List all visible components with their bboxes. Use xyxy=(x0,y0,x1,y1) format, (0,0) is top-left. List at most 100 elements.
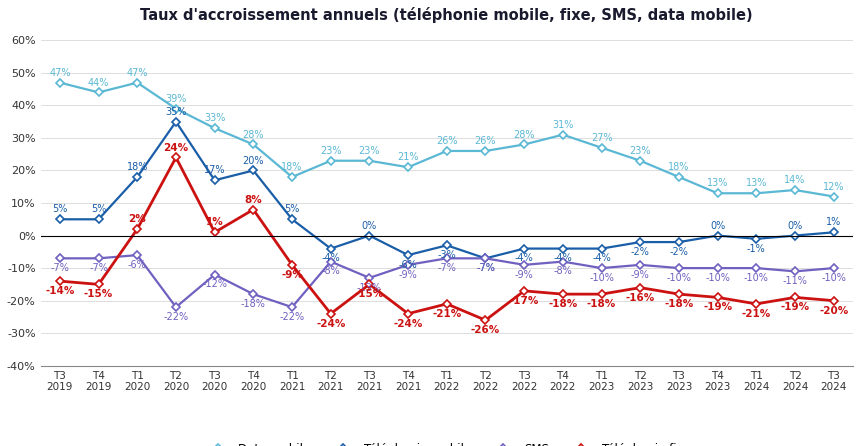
SMS xyxy=(519,262,530,268)
Line: SMS: SMS xyxy=(57,252,837,310)
Text: 47%: 47% xyxy=(49,68,71,78)
Téléphonie mobile xyxy=(481,256,491,261)
Téléphonie fixe xyxy=(558,291,568,297)
Text: 39%: 39% xyxy=(165,94,187,104)
SMS xyxy=(403,262,414,268)
Text: -17%: -17% xyxy=(509,296,539,306)
Text: -6%: -6% xyxy=(399,260,417,270)
Data mobile xyxy=(210,125,220,131)
SMS xyxy=(249,291,259,297)
Text: -4%: -4% xyxy=(554,253,572,264)
Text: 18%: 18% xyxy=(668,162,690,172)
Text: -24%: -24% xyxy=(316,318,346,329)
Text: -21%: -21% xyxy=(741,309,771,319)
SMS xyxy=(365,275,375,281)
Text: -14%: -14% xyxy=(46,286,75,296)
Text: 23%: 23% xyxy=(359,146,380,156)
SMS xyxy=(55,256,65,261)
SMS xyxy=(828,265,838,271)
Téléphonie fixe xyxy=(712,295,722,300)
Téléphonie mobile xyxy=(171,119,181,124)
Téléphonie fixe xyxy=(635,285,645,290)
Text: -24%: -24% xyxy=(393,318,423,329)
Text: 0%: 0% xyxy=(710,221,725,231)
Text: -10%: -10% xyxy=(821,273,846,283)
Text: -21%: -21% xyxy=(433,309,462,319)
Text: 44%: 44% xyxy=(88,78,109,87)
Line: Téléphonie fixe: Téléphonie fixe xyxy=(57,154,837,323)
Title: Taux d'accroissement annuels (téléphonie mobile, fixe, SMS, data mobile): Taux d'accroissement annuels (téléphonie… xyxy=(140,7,753,23)
Téléphonie mobile xyxy=(596,246,606,251)
Text: 13%: 13% xyxy=(746,178,767,188)
Téléphonie fixe xyxy=(519,288,530,293)
Text: 23%: 23% xyxy=(630,146,651,156)
SMS xyxy=(287,305,298,310)
Téléphonie mobile xyxy=(558,246,568,251)
SMS xyxy=(596,265,606,271)
Text: 2%: 2% xyxy=(128,214,146,224)
Line: Téléphonie mobile: Téléphonie mobile xyxy=(57,119,837,261)
Text: -10%: -10% xyxy=(589,273,614,283)
Text: -13%: -13% xyxy=(357,283,382,293)
Téléphonie mobile xyxy=(326,246,336,251)
Text: 47%: 47% xyxy=(126,68,148,78)
Text: 26%: 26% xyxy=(436,136,458,146)
Text: 13%: 13% xyxy=(707,178,728,188)
Text: -7%: -7% xyxy=(476,263,495,273)
SMS xyxy=(635,262,645,268)
Data mobile xyxy=(558,132,568,137)
Text: -4%: -4% xyxy=(515,253,533,264)
SMS xyxy=(789,268,800,274)
Data mobile xyxy=(712,190,722,196)
Text: 17%: 17% xyxy=(204,165,225,175)
Text: -8%: -8% xyxy=(554,266,572,277)
Téléphonie fixe xyxy=(751,301,761,306)
Data mobile xyxy=(481,148,491,153)
SMS xyxy=(558,259,568,264)
Text: -9%: -9% xyxy=(631,270,649,280)
Text: -9%: -9% xyxy=(281,270,303,280)
Téléphonie mobile xyxy=(828,230,838,235)
Data mobile xyxy=(789,187,800,193)
SMS xyxy=(481,256,491,261)
Data mobile xyxy=(596,145,606,150)
Text: 12%: 12% xyxy=(823,182,845,192)
SMS xyxy=(326,259,336,264)
Text: -18%: -18% xyxy=(241,299,266,309)
Text: 27%: 27% xyxy=(591,133,612,143)
Text: 5%: 5% xyxy=(285,204,300,215)
Text: 8%: 8% xyxy=(244,194,262,205)
Text: -3%: -3% xyxy=(438,250,456,260)
Text: -18%: -18% xyxy=(664,299,693,309)
SMS xyxy=(171,305,181,310)
Data mobile xyxy=(519,142,530,147)
Text: 5%: 5% xyxy=(91,204,107,215)
Téléphonie mobile xyxy=(712,233,722,238)
Text: -22%: -22% xyxy=(163,312,188,322)
Téléphonie fixe xyxy=(596,291,606,297)
Text: 5%: 5% xyxy=(52,204,68,215)
Téléphonie mobile xyxy=(365,233,375,238)
Téléphonie fixe xyxy=(789,295,800,300)
Text: 33%: 33% xyxy=(204,113,225,123)
Text: 18%: 18% xyxy=(126,162,148,172)
Text: -18%: -18% xyxy=(549,299,578,309)
SMS xyxy=(442,256,452,261)
Text: -2%: -2% xyxy=(670,247,688,257)
Data mobile xyxy=(94,90,104,95)
Text: -10%: -10% xyxy=(666,273,691,283)
SMS xyxy=(94,256,104,261)
Data mobile xyxy=(287,174,298,180)
Text: 21%: 21% xyxy=(397,153,419,162)
Data mobile xyxy=(403,165,414,170)
Text: -6%: -6% xyxy=(128,260,147,270)
Téléphonie fixe xyxy=(171,155,181,160)
Text: -2%: -2% xyxy=(631,247,649,257)
Téléphonie mobile xyxy=(210,178,220,183)
Data mobile xyxy=(828,194,838,199)
Text: 14%: 14% xyxy=(784,175,806,185)
Text: -7%: -7% xyxy=(51,263,70,273)
Text: -7%: -7% xyxy=(89,263,108,273)
Text: 1%: 1% xyxy=(206,218,224,227)
Text: 0%: 0% xyxy=(788,221,802,231)
